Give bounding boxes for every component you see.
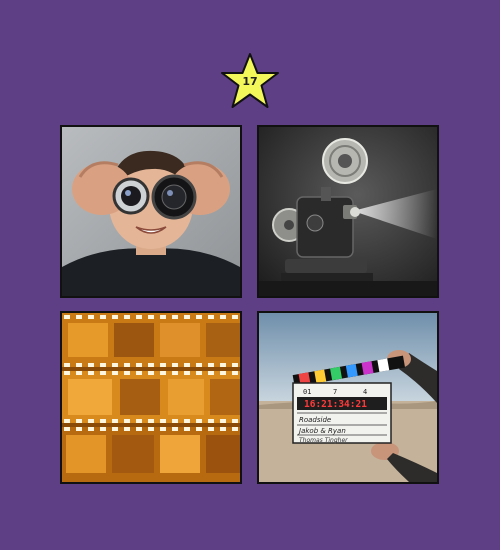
film-strips-image [62, 313, 240, 482]
scene-number: 7 [333, 388, 337, 396]
level-star-badge: 17 [219, 52, 281, 110]
timecode-display: 16:21:34:21 [304, 399, 367, 410]
take-number: 4 [363, 388, 367, 396]
production-title: Roadside [299, 416, 331, 424]
roll-number: 01 [303, 388, 311, 396]
star-icon [221, 53, 279, 108]
tile-film-projector[interactable] [257, 125, 439, 298]
crew-names: Jakob & Ryan [297, 427, 346, 435]
clapperboard-image: 01 7 4 16:21:34:21 Roadside Jakob & Ryan… [259, 313, 437, 482]
tile-clapperboard[interactable]: 01 7 4 16:21:34:21 Roadside Jakob & Ryan… [257, 311, 439, 484]
tile-person-with-lenses[interactable] [60, 125, 242, 298]
level-number: 17 [242, 75, 258, 88]
film-projector-image [259, 127, 437, 296]
tile-film-strips[interactable] [60, 311, 242, 484]
person-with-lenses-image [62, 127, 240, 296]
crew-credit: Thomas Tingher [299, 437, 348, 444]
